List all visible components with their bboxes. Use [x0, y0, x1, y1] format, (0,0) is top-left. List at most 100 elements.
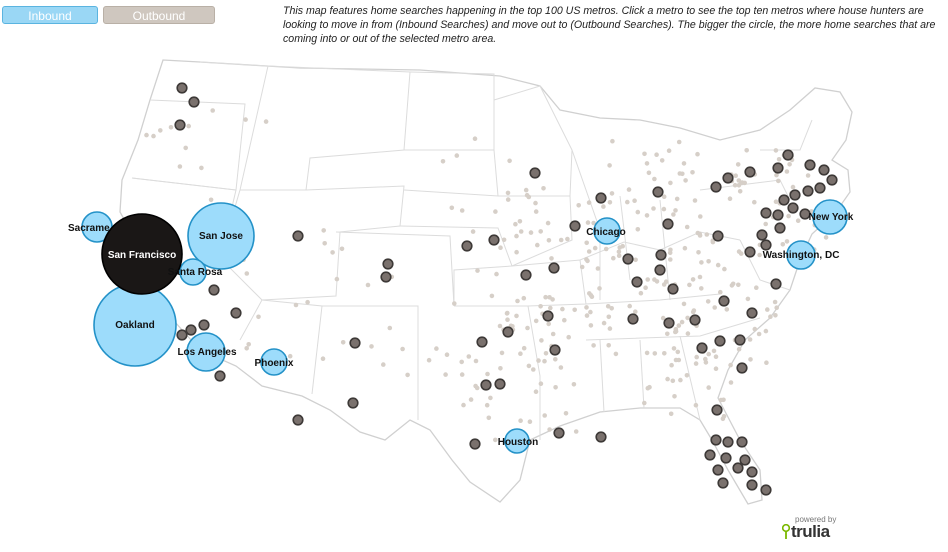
metro-marker[interactable] [176, 82, 188, 94]
metro-marker[interactable] [799, 208, 811, 220]
metro-marker[interactable] [732, 462, 744, 474]
metro-marker[interactable] [230, 307, 242, 319]
metro-marker[interactable] [476, 336, 488, 348]
metro-marker[interactable] [772, 209, 784, 221]
metro-marker[interactable] [704, 449, 716, 461]
metro-marker[interactable] [710, 181, 722, 193]
small-metro-dot [434, 346, 439, 351]
metro-marker[interactable] [480, 379, 492, 391]
metro-marker[interactable] [631, 276, 643, 288]
metro-marker[interactable] [744, 166, 756, 178]
metro-marker[interactable] [174, 119, 186, 131]
metro-marker[interactable] [826, 174, 838, 186]
metro-marker[interactable] [789, 189, 801, 201]
metro-marker[interactable] [802, 185, 814, 197]
metro-marker[interactable] [188, 96, 200, 108]
metro-marker[interactable] [714, 335, 726, 347]
bubble-santa-rosa[interactable] [179, 258, 207, 286]
metro-marker[interactable] [717, 477, 729, 489]
metro-marker[interactable] [718, 295, 730, 307]
metro-marker[interactable] [529, 167, 541, 179]
metro-marker[interactable] [804, 159, 816, 171]
metro-marker[interactable] [347, 397, 359, 409]
metro-marker[interactable] [655, 249, 667, 261]
bubble-new-york[interactable] [812, 199, 848, 235]
metro-marker[interactable] [744, 246, 756, 258]
metro-marker[interactable] [548, 262, 560, 274]
small-metro-dot [724, 307, 730, 312]
metro-marker[interactable] [662, 218, 674, 230]
metro-marker[interactable] [663, 317, 675, 329]
metro-marker[interactable] [720, 452, 732, 464]
metro-marker[interactable] [208, 284, 220, 296]
metro-marker[interactable] [595, 192, 607, 204]
metro-marker[interactable] [214, 370, 226, 382]
metro-marker[interactable] [198, 319, 210, 331]
metro-marker[interactable] [736, 362, 748, 374]
metro-marker[interactable] [549, 344, 561, 356]
metro-marker[interactable] [696, 342, 708, 354]
metro-marker[interactable] [746, 479, 758, 491]
metro-marker[interactable] [814, 182, 826, 194]
outbound-searches-toggle[interactable]: Outbound Searches [103, 6, 215, 41]
metro-marker[interactable] [746, 466, 758, 478]
metro-marker[interactable] [782, 149, 794, 161]
metro-marker[interactable] [292, 414, 304, 426]
metro-marker[interactable] [746, 307, 758, 319]
metro-marker[interactable] [292, 230, 304, 242]
inbound-searches-toggle[interactable]: Inbound Searches [2, 6, 98, 41]
metro-marker[interactable] [772, 162, 784, 174]
metro-marker[interactable] [380, 271, 392, 283]
metro-marker[interactable] [622, 253, 634, 265]
metro-marker[interactable] [494, 378, 506, 390]
metro-marker[interactable] [185, 324, 197, 336]
metro-marker[interactable] [760, 484, 772, 496]
bubble-san-jose[interactable] [187, 202, 255, 270]
metro-marker[interactable] [595, 431, 607, 443]
small-metro-dot [626, 187, 632, 192]
metro-marker[interactable] [542, 310, 554, 322]
metro-marker[interactable] [654, 264, 666, 276]
metro-marker[interactable] [756, 229, 768, 241]
metro-marker[interactable] [734, 334, 746, 346]
small-metro-dot [738, 251, 744, 256]
metro-marker[interactable] [722, 172, 734, 184]
metro-marker[interactable] [712, 464, 724, 476]
metro-marker[interactable] [553, 427, 565, 439]
metro-marker[interactable] [488, 234, 500, 246]
metro-marker[interactable] [710, 434, 722, 446]
metro-marker[interactable] [652, 186, 664, 198]
metro-marker[interactable] [722, 436, 734, 448]
metro-marker[interactable] [349, 337, 361, 349]
metro-marker[interactable] [569, 220, 581, 232]
metro-marker[interactable] [176, 329, 188, 341]
bubble-washington-dc[interactable] [786, 240, 816, 270]
bubble-houston[interactable] [504, 428, 530, 454]
metro-marker[interactable] [818, 164, 830, 176]
metro-marker[interactable] [760, 207, 772, 219]
metro-marker[interactable] [627, 313, 639, 325]
bubble-san-francisco-selected[interactable] [101, 213, 183, 295]
metro-marker[interactable] [774, 222, 786, 234]
metro-marker[interactable] [382, 258, 394, 270]
metro-marker[interactable] [739, 454, 751, 466]
metro-marker[interactable] [689, 314, 701, 326]
metro-marker[interactable] [711, 404, 723, 416]
metro-marker[interactable] [778, 194, 790, 206]
metro-marker[interactable] [520, 269, 532, 281]
bubble-los-angeles[interactable] [186, 332, 226, 372]
bubble-chicago[interactable] [593, 217, 621, 245]
metro-marker[interactable] [787, 202, 799, 214]
metro-marker[interactable] [712, 230, 724, 242]
small-metro-dot [468, 397, 474, 402]
bubble-phoenix[interactable] [260, 348, 288, 376]
small-metro-dot [542, 358, 547, 364]
metro-marker[interactable] [760, 239, 772, 251]
metro-marker[interactable] [461, 240, 473, 252]
small-metro-dot [763, 221, 768, 227]
metro-marker[interactable] [770, 278, 782, 290]
metro-marker[interactable] [736, 436, 748, 448]
metro-marker[interactable] [667, 283, 679, 295]
metro-marker[interactable] [469, 438, 481, 450]
metro-marker[interactable] [502, 326, 514, 338]
